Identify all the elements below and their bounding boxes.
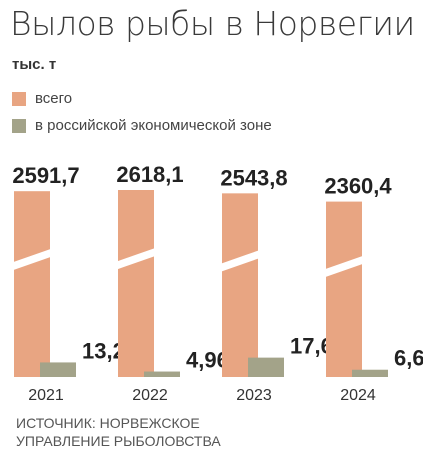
bar-total — [118, 190, 154, 377]
x-tick-label: 2021 — [28, 387, 64, 404]
unit-label: тыс. т — [12, 56, 57, 73]
data-label-total: 2591,7 — [12, 163, 79, 188]
bar-russian-zone — [40, 362, 76, 377]
legend-label-russian-zone: в российской экономической зоне — [35, 117, 272, 134]
x-tick-label: 2022 — [132, 387, 168, 404]
data-label-total: 2543,8 — [220, 165, 287, 190]
bar-russian-zone — [248, 357, 284, 377]
x-tick-label: 2024 — [340, 387, 376, 404]
source-note: ИСТОЧНИК: НОРВЕЖСКОЕ УПРАВЛЕНИЕ РЫБОЛОВС… — [16, 414, 316, 450]
data-label-total: 2618,1 — [116, 162, 183, 187]
data-label-russian-zone: 4,96 — [186, 348, 229, 373]
legend-swatch-total — [12, 91, 26, 106]
chart-title: Вылов рыбы в Норвегии — [10, 4, 415, 43]
legend-label-total: всего — [35, 90, 73, 107]
source-line-1: ИСТОЧНИК: НОРВЕЖСКОЕ — [16, 415, 200, 431]
legend-swatch-russian-zone — [12, 118, 26, 133]
bar-total — [222, 193, 258, 377]
data-label-russian-zone: 6,61 — [394, 346, 423, 371]
axis-break-mark — [324, 255, 364, 278]
bar-russian-zone — [144, 371, 180, 377]
bar-russian-zone — [352, 369, 388, 377]
data-label-total: 2360,4 — [324, 174, 392, 199]
source-line-2: УПРАВЛЕНИЕ РЫБОЛОВСТВА — [16, 433, 221, 449]
axis-break-mark — [116, 247, 156, 270]
bar-total — [326, 201, 362, 377]
axis-break-mark — [220, 249, 260, 272]
bar-total — [14, 191, 50, 377]
legend-item-russian-zone: в российской экономической зоне — [12, 117, 272, 134]
x-tick-label: 2023 — [236, 387, 272, 404]
legend-item-total: всего — [12, 90, 72, 107]
axis-break-mark — [12, 248, 52, 271]
